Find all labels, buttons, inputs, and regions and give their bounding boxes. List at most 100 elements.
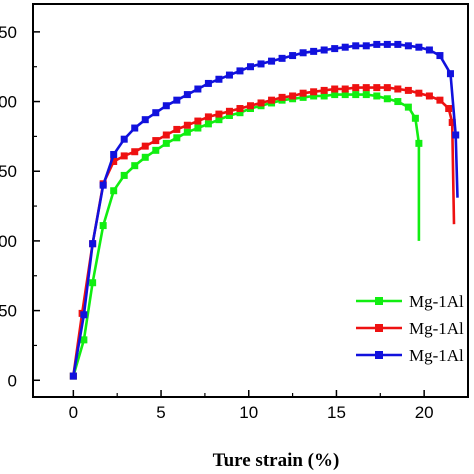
data-point [236, 105, 244, 113]
x-tick-label: 10 [239, 403, 258, 422]
x-tick-label: 5 [156, 403, 165, 422]
y-tick-label: 0 [8, 371, 17, 390]
data-point [436, 96, 444, 104]
data-point [373, 84, 381, 92]
y-tick-label: 250 [0, 23, 17, 42]
legend: Mg-1Al Mg-1Al Mg-1Al [356, 292, 464, 365]
data-point [352, 84, 360, 92]
y-tick-label: 100 [0, 232, 17, 251]
data-point [99, 181, 107, 189]
data-point [120, 152, 128, 160]
data-point [80, 311, 88, 319]
data-point [80, 336, 88, 344]
data-point [383, 40, 391, 48]
data-point [89, 240, 97, 248]
data-point [415, 89, 423, 97]
data-point [247, 63, 254, 71]
x-tick-label: 0 [69, 403, 78, 422]
series-1 [69, 91, 423, 380]
data-point [289, 52, 297, 60]
data-point [341, 85, 349, 93]
y-tick-label: 50 [0, 302, 17, 321]
data-point [415, 43, 423, 51]
data-point [299, 93, 307, 101]
data-point [141, 153, 149, 161]
data-point [452, 131, 460, 139]
data-point [394, 40, 402, 48]
data-point [341, 43, 349, 51]
data-point [448, 118, 456, 126]
series-2 [69, 84, 456, 380]
data-point [215, 110, 223, 118]
plot-frame [32, 3, 469, 398]
data-point [383, 95, 391, 103]
data-point [89, 279, 97, 287]
data-point [383, 84, 391, 92]
series-line [72, 43, 459, 377]
legend-label: Mg-1Al [409, 292, 464, 311]
data-point [394, 85, 402, 93]
data-point [310, 92, 318, 100]
data-point [131, 148, 139, 156]
data-point [352, 42, 360, 50]
axis-ticks: 0 50 100 150 200 250 0 5 10 15 20 [0, 23, 434, 422]
data-point [173, 96, 181, 104]
legend-marker [375, 297, 383, 305]
data-point [247, 102, 254, 110]
data-point [69, 372, 77, 380]
legend-marker [375, 324, 383, 332]
data-point [215, 116, 223, 124]
data-point [173, 134, 181, 142]
data-point [194, 124, 202, 132]
data-point [215, 75, 223, 83]
legend-label: Mg-1Al [409, 346, 464, 365]
data-point [394, 98, 402, 106]
data-point [257, 99, 265, 107]
data-point [320, 46, 328, 54]
legend-item: Mg-1Al [356, 319, 464, 338]
data-point [299, 89, 307, 97]
data-point [173, 125, 181, 133]
data-point [331, 85, 339, 93]
data-point [373, 92, 381, 100]
data-point [404, 86, 412, 94]
data-point [362, 91, 370, 99]
data-point [183, 121, 191, 129]
data-point [320, 92, 328, 100]
data-point [204, 79, 212, 87]
data-point [225, 111, 233, 119]
legend-label: Mg-1Al [409, 319, 464, 338]
data-point [183, 91, 191, 99]
data-point [278, 54, 286, 62]
data-point [194, 117, 202, 125]
data-point [236, 109, 244, 117]
data-point [110, 157, 118, 165]
data-point [268, 57, 276, 65]
data-point [162, 139, 170, 147]
data-point [141, 116, 149, 124]
data-point [131, 162, 139, 170]
legend-item: Mg-1Al [356, 292, 464, 311]
data-point [331, 45, 339, 53]
data-point [110, 187, 118, 195]
data-point [225, 107, 233, 115]
data-point [162, 131, 170, 139]
data-point [362, 84, 370, 92]
data-point [373, 40, 381, 48]
data-point [341, 91, 349, 99]
legend-item: Mg-1Al [356, 346, 464, 365]
data-point [152, 109, 160, 117]
data-point [152, 137, 160, 145]
x-tick-label: 20 [415, 403, 434, 422]
data-point [331, 91, 339, 99]
x-axis-title: Ture strain (%) [213, 450, 340, 471]
data-point [320, 86, 328, 94]
data-point [352, 91, 360, 99]
data-point [404, 42, 412, 50]
series-lines [69, 40, 460, 380]
data-point [257, 60, 265, 68]
data-point [204, 113, 212, 121]
data-point [445, 105, 453, 113]
data-point [425, 92, 433, 100]
